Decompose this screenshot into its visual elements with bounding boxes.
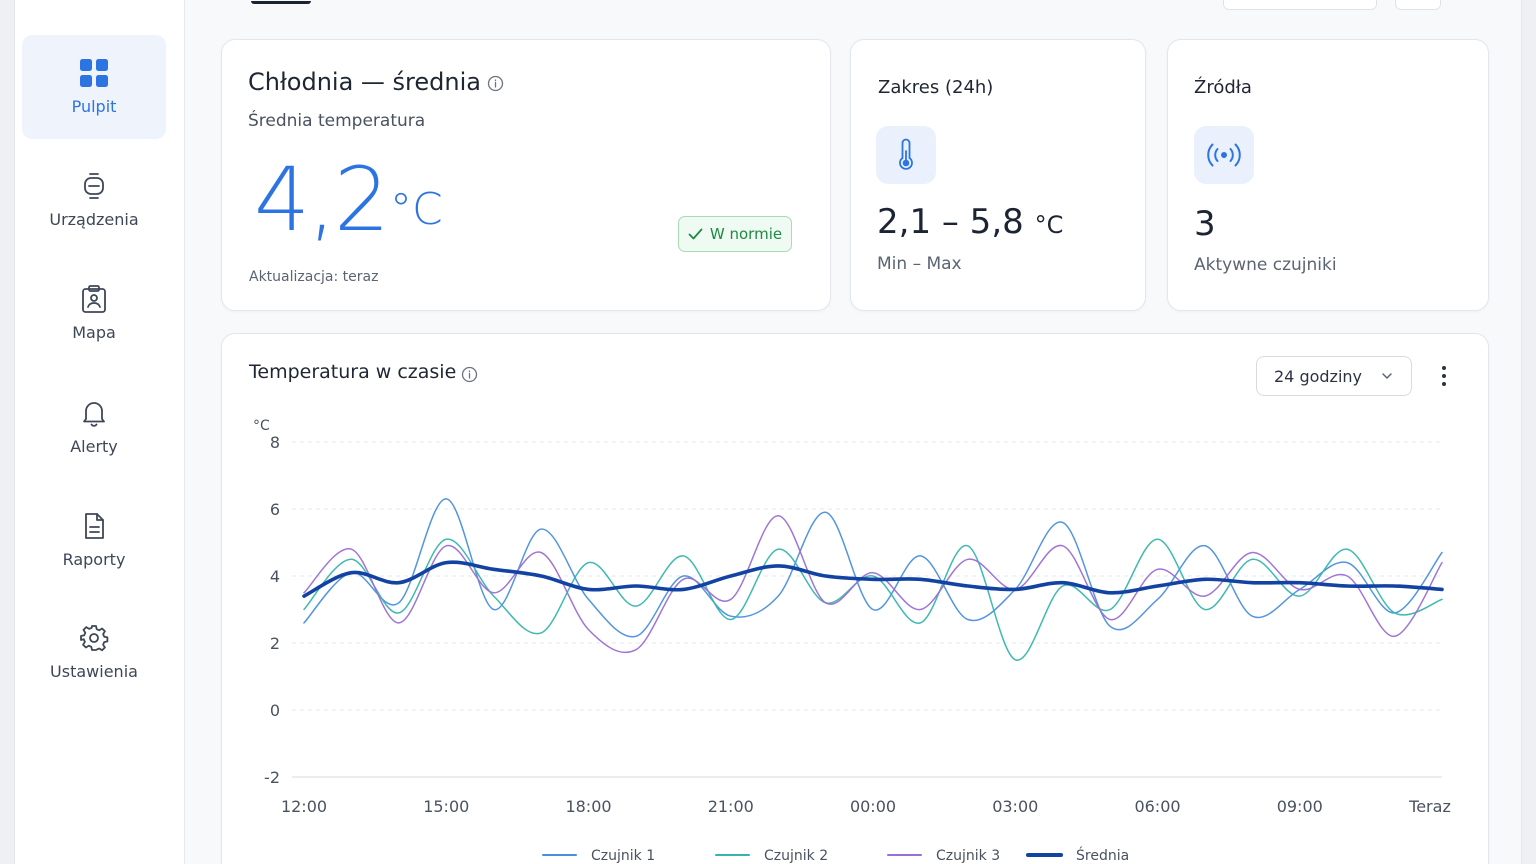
- range-value: 2,1 – 5,8: [877, 202, 1024, 242]
- chart-series: [302, 498, 1444, 661]
- header-button[interactable]: [1395, 0, 1441, 10]
- chart-title: Temperatura w czasie: [249, 361, 457, 383]
- sidebar-item-mapa[interactable]: Mapa: [22, 261, 166, 365]
- y-tick-label: -2: [264, 768, 280, 787]
- broadcast-tile: [1194, 126, 1254, 184]
- app-window: Pulpit Urządzenia Mapa Alerty: [14, 0, 1522, 864]
- card-title: Źródła: [1194, 77, 1252, 98]
- temperature-line-chart: -2 0 2 4 6 8°C 12:00 15:00 18:00 21:00 00:00 03:00…: [253, 418, 1451, 864]
- chevron-down-icon: [1382, 373, 1392, 379]
- y-tick-label: 0: [270, 701, 280, 720]
- sources-card: Źródła 3 Aktywne czujniki: [1167, 39, 1489, 311]
- series-line-1: [303, 498, 1443, 638]
- temperature-chart-card: Temperatura w czasie 24 godziny -2 0 2 4 6 8 °…: [221, 333, 1489, 864]
- info-icon[interactable]: [487, 75, 504, 92]
- period-select[interactable]: 24 godziny: [1256, 356, 1412, 396]
- sensor-count: 3: [1194, 204, 1216, 244]
- page-title-remnant: [251, 0, 311, 4]
- chart-grid: [292, 441, 1442, 778]
- sidebar-item-alerty[interactable]: Alerty: [22, 375, 166, 479]
- sidebar-item-label: Urządzenia: [49, 210, 139, 229]
- range-unit: °C: [1034, 211, 1064, 239]
- sensor-count-label: Aktywne czujniki: [1194, 255, 1337, 275]
- sidebar-item-ustawienia[interactable]: Ustawienia: [22, 600, 166, 704]
- broadcast-icon: [1207, 143, 1241, 167]
- period-select-value: 24 godziny: [1274, 366, 1362, 386]
- y-axis-ticks: -2 0 2 4 6 8°C: [253, 418, 280, 787]
- temperature-unit: °C: [390, 184, 443, 235]
- clipboard-map-icon: [82, 285, 106, 313]
- chart-legend: Czujnik 1 Czujnik 2 Czujnik 3 Średnia: [542, 846, 1129, 864]
- sidebar-item-raporty[interactable]: Raporty: [22, 488, 166, 592]
- x-axis-ticks: 12:00 15:00 18:00 21:00 00:00 03:00 06:00 09:00…: [281, 797, 1451, 816]
- update-note: Aktualizacja: teraz: [249, 269, 379, 285]
- legend-label: Czujnik 2: [764, 848, 828, 864]
- sidebar-item-label: Ustawienia: [50, 662, 138, 681]
- bell-icon: [83, 402, 105, 427]
- card-title: Chłodnia — średnia: [248, 68, 481, 96]
- card-title: Zakres (24h): [878, 77, 994, 98]
- status-text: W normie: [709, 225, 783, 243]
- header-control[interactable]: [1223, 0, 1377, 10]
- status-badge: W normie: [678, 216, 792, 252]
- sidebar-item-label: Raporty: [62, 550, 126, 569]
- grid-icon: [80, 59, 108, 87]
- average-temperature-card: Chłodnia — średnia Średnia temperatura 4…: [221, 39, 831, 311]
- legend-label: Czujnik 1: [591, 848, 655, 864]
- y-tick-label: 8: [270, 433, 280, 452]
- x-tick-label: 06:00: [1134, 797, 1180, 816]
- temperature-value: 4,2: [254, 148, 390, 251]
- card-subtitle: Średnia temperatura: [248, 111, 426, 131]
- range-card: Zakres (24h) 2,1 – 5,8 °C Min – Max: [850, 39, 1146, 311]
- document-icon: [85, 513, 104, 539]
- x-tick-label: Teraz: [1408, 797, 1451, 816]
- thermometer-icon: [899, 138, 913, 170]
- x-tick-label: 15:00: [423, 797, 469, 816]
- x-tick-label: 03:00: [992, 797, 1038, 816]
- y-tick-label: 4: [270, 567, 280, 586]
- gear-icon: [80, 625, 109, 652]
- y-axis-unit: °C: [253, 418, 270, 434]
- series-line-4: [302, 560, 1444, 598]
- sidebar-item-label: Pulpit: [71, 97, 117, 116]
- y-tick-label: 2: [270, 634, 280, 653]
- x-tick-label: 09:00: [1277, 797, 1323, 816]
- x-tick-label: 21:00: [708, 797, 754, 816]
- sidebar: Pulpit Urządzenia Mapa Alerty: [15, 0, 185, 864]
- thermometer-tile: [876, 126, 936, 184]
- sidebar-item-label: Alerty: [70, 437, 118, 456]
- y-tick-label: 6: [270, 500, 280, 519]
- more-options-icon[interactable]: [1434, 364, 1454, 388]
- device-icon: [84, 173, 104, 199]
- sidebar-item-urzadzenia[interactable]: Urządzenia: [22, 148, 166, 252]
- x-tick-label: 18:00: [565, 797, 611, 816]
- sidebar-item-pulpit[interactable]: Pulpit: [22, 35, 166, 139]
- range-label: Min – Max: [877, 254, 962, 274]
- x-tick-label: 12:00: [281, 797, 327, 816]
- check-icon: [688, 228, 703, 240]
- x-tick-label: 00:00: [850, 797, 896, 816]
- info-icon[interactable]: [461, 366, 478, 383]
- sidebar-item-label: Mapa: [72, 323, 116, 342]
- range-value-group: 2,1 – 5,8 °C: [877, 202, 1063, 242]
- series-line-2: [303, 538, 1443, 661]
- legend-label: Czujnik 3: [936, 848, 1000, 864]
- legend-label: Średnia: [1076, 846, 1129, 864]
